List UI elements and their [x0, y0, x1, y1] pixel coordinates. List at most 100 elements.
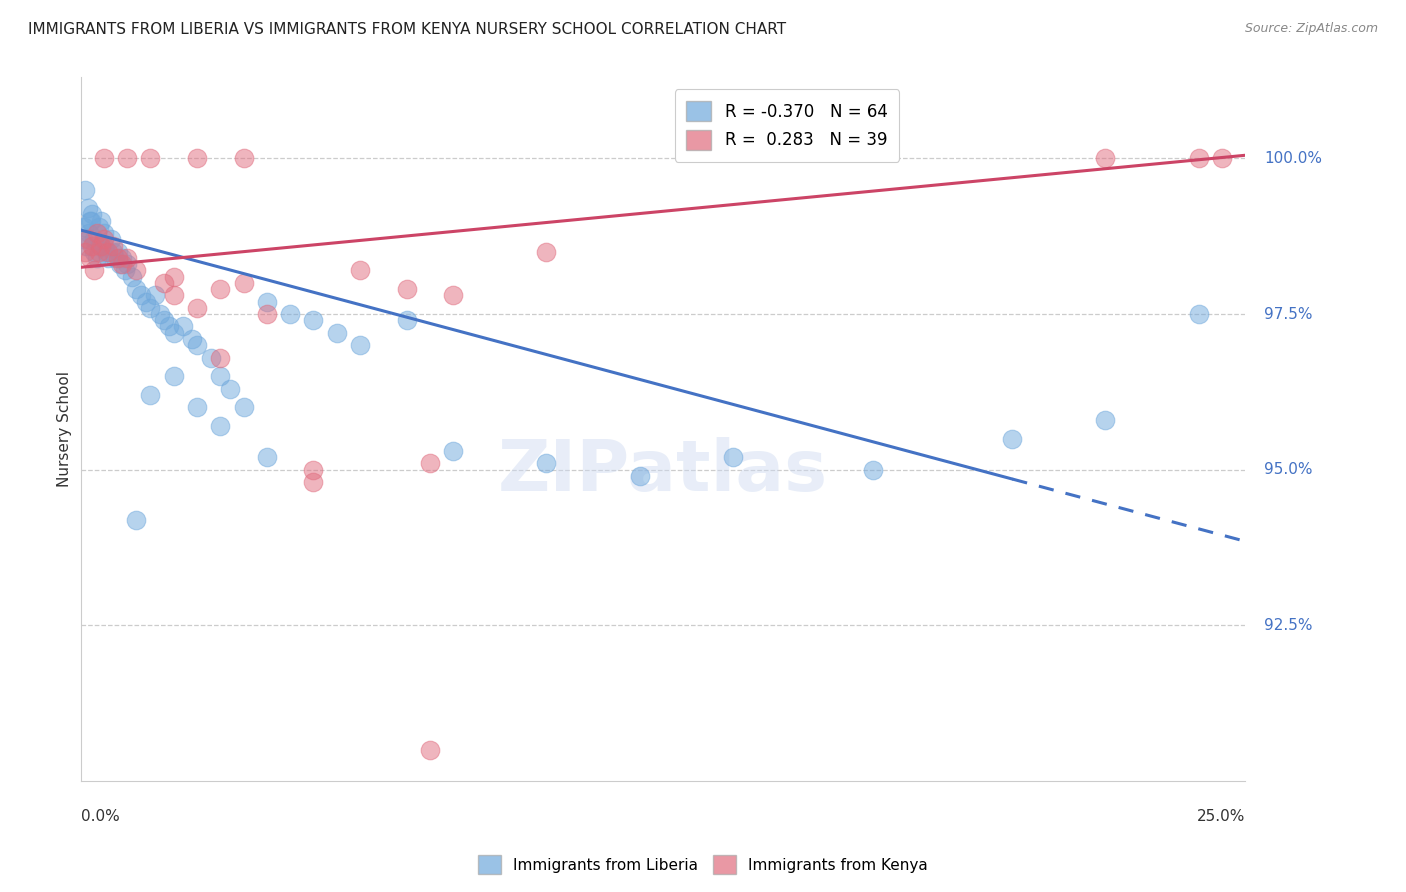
Point [186, 152, 208, 166]
Point [111, 251, 134, 265]
Text: ZIPatlas: ZIPatlas [498, 437, 828, 506]
Point [129, 288, 152, 302]
Point [100, 232, 122, 246]
Point [721, 450, 744, 465]
Point [89, 238, 111, 252]
Point [419, 457, 441, 471]
Point [93, 152, 115, 166]
Point [218, 382, 240, 396]
Point [862, 463, 884, 477]
Text: 0.0%: 0.0% [80, 809, 120, 824]
Point [97, 244, 120, 259]
Point [82, 238, 104, 252]
Point [107, 244, 129, 259]
Point [256, 450, 278, 465]
Point [125, 282, 148, 296]
Point [86, 226, 108, 240]
Y-axis label: Nursery School: Nursery School [58, 371, 72, 487]
Point [79, 213, 101, 227]
Text: Source: ZipAtlas.com: Source: ZipAtlas.com [1244, 22, 1378, 36]
Point [89, 219, 111, 234]
Point [256, 294, 278, 309]
Point [209, 351, 232, 365]
Point [186, 401, 208, 415]
Point [139, 301, 162, 315]
Point [97, 251, 120, 265]
Point [1188, 152, 1211, 166]
Point [76, 232, 98, 246]
Point [200, 351, 222, 365]
Point [101, 238, 124, 252]
Point [121, 269, 143, 284]
Text: 97.5%: 97.5% [1264, 307, 1312, 321]
Point [73, 219, 96, 234]
Point [302, 475, 325, 490]
Point [302, 463, 325, 477]
Point [441, 288, 464, 302]
Text: 25.0%: 25.0% [1197, 809, 1246, 824]
Point [86, 251, 108, 265]
Point [441, 444, 464, 458]
Point [93, 238, 115, 252]
Text: 92.5%: 92.5% [1264, 618, 1312, 632]
Point [75, 182, 97, 196]
Point [114, 263, 136, 277]
Point [115, 251, 138, 265]
Point [93, 232, 115, 246]
Text: 95.0%: 95.0% [1264, 462, 1312, 477]
Point [256, 307, 278, 321]
Point [349, 263, 371, 277]
Point [89, 244, 111, 259]
Point [163, 369, 186, 384]
Point [101, 244, 124, 259]
Point [395, 282, 418, 296]
Point [419, 743, 441, 757]
Point [536, 244, 558, 259]
Point [135, 294, 157, 309]
Point [77, 226, 100, 240]
Point [232, 152, 254, 166]
Point [1094, 413, 1116, 427]
Point [76, 201, 98, 215]
Point [181, 332, 204, 346]
Point [108, 257, 131, 271]
Point [209, 419, 232, 434]
Point [90, 238, 112, 252]
Point [90, 213, 112, 227]
Point [75, 238, 97, 252]
Point [153, 276, 176, 290]
Point [232, 276, 254, 290]
Point [79, 251, 101, 265]
Point [153, 313, 176, 327]
Point [139, 388, 162, 402]
Point [93, 226, 115, 240]
Point [163, 326, 186, 340]
Point [72, 232, 94, 246]
Point [186, 301, 208, 315]
Point [1001, 432, 1024, 446]
Point [302, 313, 325, 327]
Point [80, 213, 103, 227]
Point [172, 319, 194, 334]
Point [209, 369, 232, 384]
Point [163, 269, 186, 284]
Point [1211, 152, 1233, 166]
Point [186, 338, 208, 352]
Point [536, 457, 558, 471]
Point [83, 244, 105, 259]
Point [209, 282, 232, 296]
Point [278, 307, 301, 321]
Point [83, 232, 105, 246]
Point [1094, 152, 1116, 166]
Point [149, 307, 172, 321]
Point [163, 288, 186, 302]
Point [232, 401, 254, 415]
Point [83, 263, 105, 277]
Point [157, 319, 180, 334]
Point [628, 469, 651, 483]
Point [104, 251, 127, 265]
Point [139, 152, 162, 166]
Text: 100.0%: 100.0% [1264, 151, 1322, 166]
Point [143, 288, 166, 302]
Point [111, 257, 134, 271]
